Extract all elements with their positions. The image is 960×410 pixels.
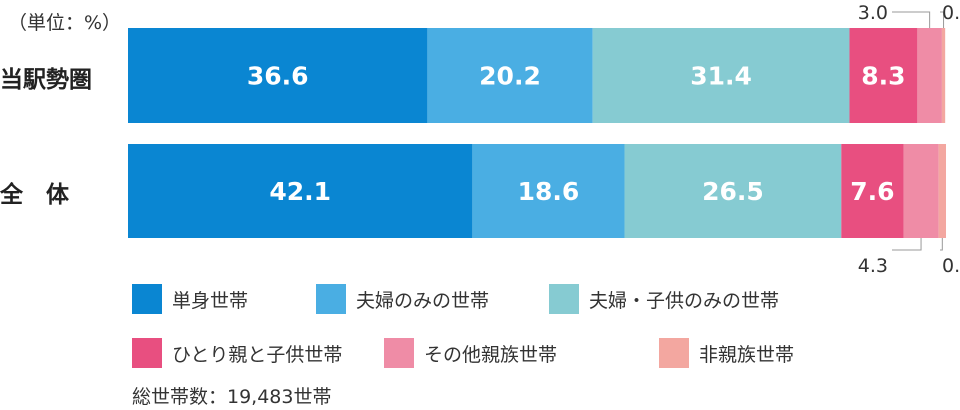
bar-station-area-single-parent [849,28,918,123]
legend-item-non-relatives: 非親族世帯 [659,338,794,368]
bar-overall-couple [472,144,625,238]
bar-station-area-couple-children [592,28,850,123]
data-label-overall-couple: 18.6 [518,177,580,206]
data-label-overall-other-relatives: 4.3 [858,255,888,277]
data-label-station-area-single-parent: 8.3 [861,62,905,91]
legend-swatch-couple-children [549,284,579,314]
legend-swatch-couple [316,284,346,314]
row-label-overall: 全 体 [0,182,69,208]
legend-item-couple: 夫婦のみの世帯 [316,284,489,314]
legend-swatch-single-parent [132,338,162,368]
legend-item-single: 単身世帯 [132,284,248,314]
legend-label-couple-children: 夫婦・子供のみの世帯 [589,289,780,312]
leader-line-overall-other-relatives [892,238,922,251]
leader-line-station-area-non-relatives [940,11,945,28]
legend-label-other-relatives: その他親族世帯 [424,343,558,366]
bar-overall-non-relatives [938,144,946,238]
unit-label: （単位：%） [8,12,122,34]
bar-overall-single-parent [841,144,904,238]
bar-overall-other-relatives [903,144,939,238]
legend-swatch-single [132,284,162,314]
data-label-station-area-other-relatives: 3.0 [858,2,888,24]
data-label-station-area-couple-children: 31.4 [690,62,752,91]
bar-station-area-non-relatives [941,28,946,123]
legend-item-couple-children: 夫婦・子供のみの世帯 [549,284,779,314]
data-label-overall-single-parent: 7.6 [850,177,894,206]
legend-item-other-relatives: その他親族世帯 [384,338,557,368]
legend-swatch-other-relatives [384,338,414,368]
bar-overall-couple-children [624,144,842,238]
data-label-overall-couple-children: 26.5 [702,177,764,206]
legend-swatch-non-relatives [659,338,689,368]
leader-line-overall-non-relatives [940,238,943,251]
data-label-station-area-couple: 20.2 [479,62,541,91]
data-label-station-area-non-relatives: 0.4 [942,2,960,24]
legend-label-single: 単身世帯 [172,289,249,312]
total-households-note: 総世帯数：19,483世帯 [132,386,332,408]
data-label-overall-single: 42.1 [269,177,331,206]
bar-station-area-single [128,28,428,123]
legend-label-couple: 夫婦のみの世帯 [356,289,490,312]
data-label-station-area-single: 36.6 [247,62,309,91]
data-label-overall-non-relatives: 0.9 [942,255,960,277]
bar-overall-single [128,144,473,238]
legend-label-single-parent: ひとり親と子供世帯 [172,343,343,366]
leader-line-station-area-other-relatives [892,11,931,28]
bar-station-area-other-relatives [917,28,942,123]
legend-item-single-parent: ひとり親と子供世帯 [132,338,342,368]
legend-label-non-relatives: 非親族世帯 [699,343,795,366]
bar-station-area-couple [427,28,593,123]
row-label-station-area: 当駅勢圏 [0,67,92,93]
